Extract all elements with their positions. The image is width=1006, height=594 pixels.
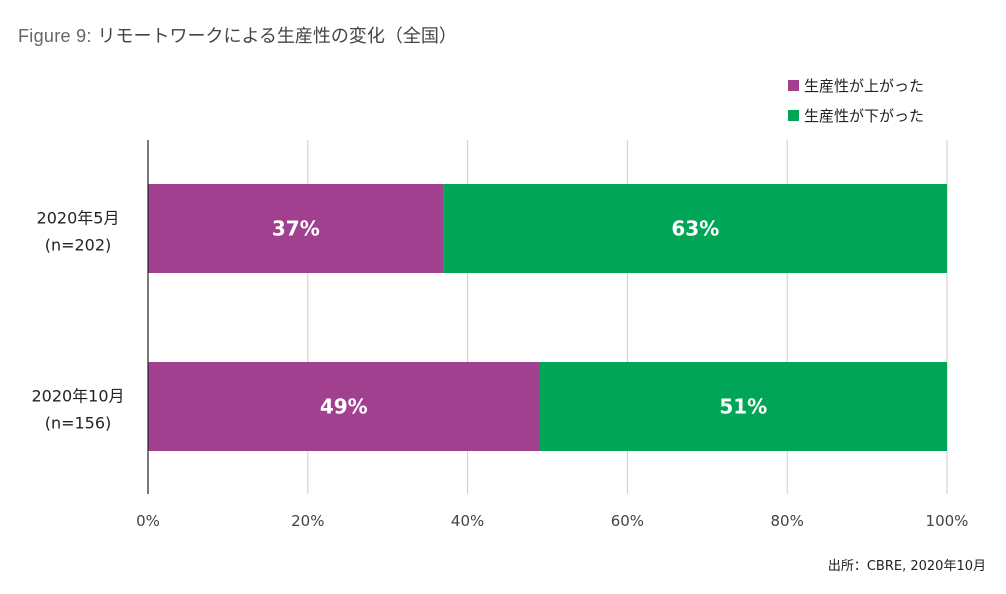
legend-swatch-down [788,109,799,121]
source-note: 出所：CBRE, 2020年10月 [827,559,986,574]
legend-label-up: 生産性が上がった [804,76,925,95]
category-label: (n=156) [45,414,112,433]
legend-item-down: 生産性が下がった [788,103,924,127]
chart-title-prefix: Figure 9: [18,26,92,46]
data-label: 49% [320,395,368,419]
category-label: 2020年10月 [31,387,124,406]
category-label: (n=202) [45,236,112,255]
bar-down [443,184,947,273]
x-tick-label: 80% [771,512,804,530]
chart-title: Figure 9: リモートワークによる生産性の変化（全国） [18,22,457,48]
legend-item-up: 生産性が上がった [788,73,924,97]
chart-title-text: リモートワークによる生産性の変化（全国） [97,26,457,47]
legend: 生産性が上がった 生産性が下がった [788,73,924,133]
x-tick-label: 100% [926,512,969,530]
legend-swatch-up [788,79,799,91]
x-tick-label: 20% [291,512,324,530]
bar-down [539,362,947,451]
x-tick-label: 0% [136,512,160,530]
category-label: 2020年5月 [37,209,120,228]
x-tick-label: 40% [451,512,484,530]
x-tick-label: 60% [611,512,644,530]
data-label: 63% [671,217,719,241]
legend-label-down: 生産性が下がった [804,106,925,125]
bar-up [148,184,444,273]
bar-up [148,362,540,451]
data-label: 51% [719,395,767,419]
data-label: 37% [272,217,320,241]
